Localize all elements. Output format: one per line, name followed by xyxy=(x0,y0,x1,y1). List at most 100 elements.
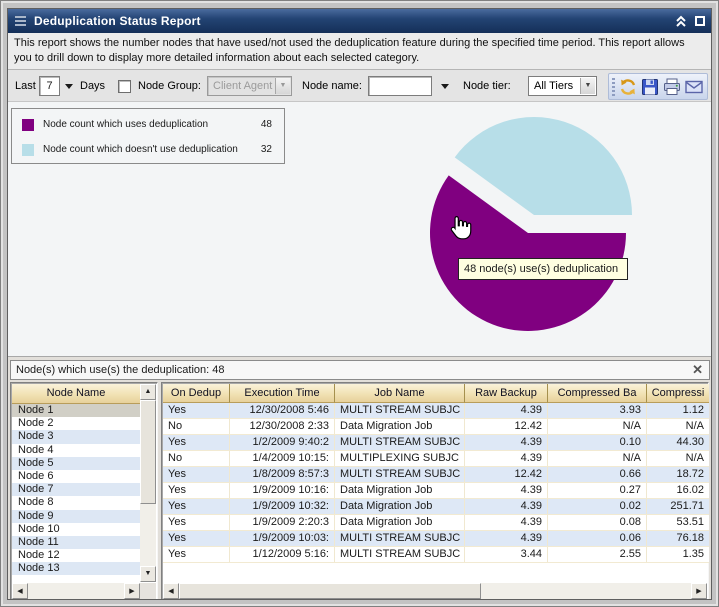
report-window: Deduplication Status Report This report … xyxy=(7,8,712,600)
node-list-header[interactable]: Node Name xyxy=(12,384,140,404)
table-row[interactable]: Yes 1/9/2009 10:32: Data Migration Job 4.39… xyxy=(163,499,709,515)
node-list-item[interactable]: Node 7 xyxy=(12,483,140,497)
drilldown-title: Node(s) which use(s) the deduplication: … xyxy=(16,364,225,376)
node-list-item[interactable]: Node 6 xyxy=(18,469,54,482)
scroll-left-button[interactable]: ◀ xyxy=(12,583,28,599)
node-list-item[interactable]: Node 10 xyxy=(18,522,60,535)
drilldown-header: Node(s) which use(s) the deduplication: … xyxy=(10,360,710,380)
table-cell: 3.44 xyxy=(465,547,548,562)
table-cell: 4.39 xyxy=(465,403,548,418)
table-cell: 0.66 xyxy=(548,467,647,482)
node-tier-select[interactable]: All Tiers ▼ xyxy=(528,76,597,96)
table-cell: 0.27 xyxy=(548,483,647,498)
node-name-label: Node name: xyxy=(302,80,362,92)
node-list-item[interactable]: Node 3 xyxy=(12,430,140,444)
close-icon[interactable]: ✕ xyxy=(692,362,703,377)
column-header[interactable]: Compressed Ba xyxy=(548,384,647,403)
scrollbar-corner xyxy=(140,583,156,599)
table-cell: 1/4/2009 10:15: xyxy=(230,451,335,466)
table-cell: 1/12/2009 5:16: xyxy=(230,547,335,562)
node-tier-dropdown-button[interactable]: ▼ xyxy=(580,78,595,94)
table-row[interactable]: Yes 1/12/2009 5:16: MULTI STREAM SUBJC 3.44… xyxy=(163,547,709,563)
table-row[interactable]: Yes 1/8/2009 8:57:3 MULTI STREAM SUBJC 12.4… xyxy=(163,467,709,483)
node-name-input[interactable] xyxy=(368,76,432,96)
table-cell: Yes xyxy=(163,403,230,418)
pie-slice-uses-dedup[interactable] xyxy=(430,175,626,331)
node-list-item[interactable]: Node 11 xyxy=(12,535,140,550)
title-bar: Deduplication Status Report xyxy=(8,9,711,33)
collapse-icon[interactable] xyxy=(674,14,688,28)
table-cell: N/A xyxy=(685,452,704,464)
scroll-right-button[interactable]: ▶ xyxy=(124,583,140,599)
node-list-item[interactable]: Node 8 xyxy=(18,496,54,509)
table-cell: No xyxy=(163,451,230,466)
legend-swatch-not-uses xyxy=(22,144,34,156)
table-row[interactable]: No 12/30/2008 2:33 Data Migration Job 12.42… xyxy=(163,419,709,435)
table-cell: 76.18 xyxy=(676,532,704,544)
email-icon[interactable] xyxy=(684,77,704,97)
node-list-item[interactable]: Node 13 xyxy=(12,562,140,576)
table-cell: 0.08 xyxy=(548,515,647,530)
save-icon[interactable] xyxy=(640,77,660,97)
column-header[interactable]: Execution Time xyxy=(230,384,335,403)
table-cell: 16.02 xyxy=(676,484,704,496)
refresh-icon[interactable] xyxy=(618,77,638,97)
table-cell: 1.12 xyxy=(682,404,704,416)
table-cell: Yes xyxy=(163,435,230,450)
table-row[interactable]: No 1/4/2009 10:15: MULTIPLEXING SUBJC 4.39 N… xyxy=(163,451,709,467)
table-scroll-left-button[interactable]: ◀ xyxy=(163,583,179,599)
node-list-item[interactable]: Node 4 xyxy=(18,443,54,456)
table-scroll-right-button[interactable]: ▶ xyxy=(691,583,707,599)
report-description: This report shows the number nodes that … xyxy=(8,33,711,70)
table-row[interactable]: Yes 1/9/2009 10:03: MULTI STREAM SUBJC 4.39… xyxy=(163,531,709,547)
table-row[interactable]: Yes 12/30/2008 5:46 MULTI STREAM SUBJC 4.39… xyxy=(163,403,709,419)
scroll-up-button[interactable]: ▲ xyxy=(140,384,156,400)
table-cell: MULTI STREAM SUBJC xyxy=(335,435,465,450)
table-row[interactable]: Yes 1/9/2009 2:20:3 Data Migration Job 4.39… xyxy=(163,515,709,531)
vertical-scrollbar-thumb[interactable] xyxy=(140,400,156,504)
period-input[interactable]: 7 xyxy=(39,76,60,96)
node-group-label: Node Group: xyxy=(138,80,201,92)
node-list-item[interactable]: Node 1 xyxy=(12,404,140,418)
node-list-item[interactable]: Node 12 xyxy=(18,549,60,562)
column-header[interactable]: Compressi xyxy=(647,384,709,403)
table-cell: 1/9/2009 10:32: xyxy=(230,499,335,514)
column-header[interactable]: On Dedup xyxy=(163,384,230,403)
table-cell: Data Migration Job xyxy=(335,419,465,434)
maximize-icon[interactable] xyxy=(695,16,705,26)
table-row[interactable]: Yes 1/2/2009 9:40:2 MULTI STREAM SUBJC 4.39… xyxy=(163,435,709,451)
node-list-item[interactable]: Node 5 xyxy=(12,456,140,470)
node-list-item[interactable]: Node 9 xyxy=(12,509,140,523)
period-dropdown-icon[interactable] xyxy=(65,84,73,89)
table-cell: 4.39 xyxy=(465,451,548,466)
table-cell: 1/9/2009 10:16: xyxy=(230,483,335,498)
table-horizontal-scrollbar-thumb[interactable] xyxy=(179,583,481,599)
chart-legend: Node count which uses deduplication 48 N… xyxy=(11,108,285,164)
table-cell: 1/8/2009 8:57:3 xyxy=(230,467,335,482)
toolbar-grip-icon xyxy=(612,78,615,96)
column-header[interactable]: Job Name xyxy=(335,384,465,403)
pie-slice-no-dedup[interactable] xyxy=(454,116,632,215)
horizontal-scrollbar-track[interactable] xyxy=(28,583,124,599)
pie-chart xyxy=(430,116,632,331)
table-cell: 1/9/2009 2:20:3 xyxy=(230,515,335,530)
hand-cursor-icon xyxy=(450,216,472,240)
node-list-item[interactable]: Node 2 xyxy=(18,417,54,430)
table-cell: 251.71 xyxy=(670,500,704,512)
table-cell: 12/30/2008 2:33 xyxy=(230,419,335,434)
table-cell: Yes xyxy=(163,467,230,482)
node-name-dropdown-icon[interactable] xyxy=(441,84,449,89)
table-cell: 1/9/2009 10:03: xyxy=(230,531,335,546)
jobs-table-panel: On Dedup Execution Time Job Name Raw Backup… xyxy=(161,382,709,599)
scroll-down-button[interactable]: ▼ xyxy=(140,566,156,582)
table-cell: 12.42 xyxy=(465,467,548,482)
table-cell: 0.10 xyxy=(548,435,647,450)
node-group-checkbox[interactable] xyxy=(118,80,131,93)
table-row[interactable]: Yes 1/9/2009 10:16: Data Migration Job 4.39… xyxy=(163,483,709,499)
column-header[interactable]: Raw Backup xyxy=(465,384,548,403)
table-cell: 53.51 xyxy=(676,516,704,528)
table-cell: Yes xyxy=(163,483,230,498)
table-cell: N/A xyxy=(685,420,704,432)
print-icon[interactable] xyxy=(662,77,682,97)
